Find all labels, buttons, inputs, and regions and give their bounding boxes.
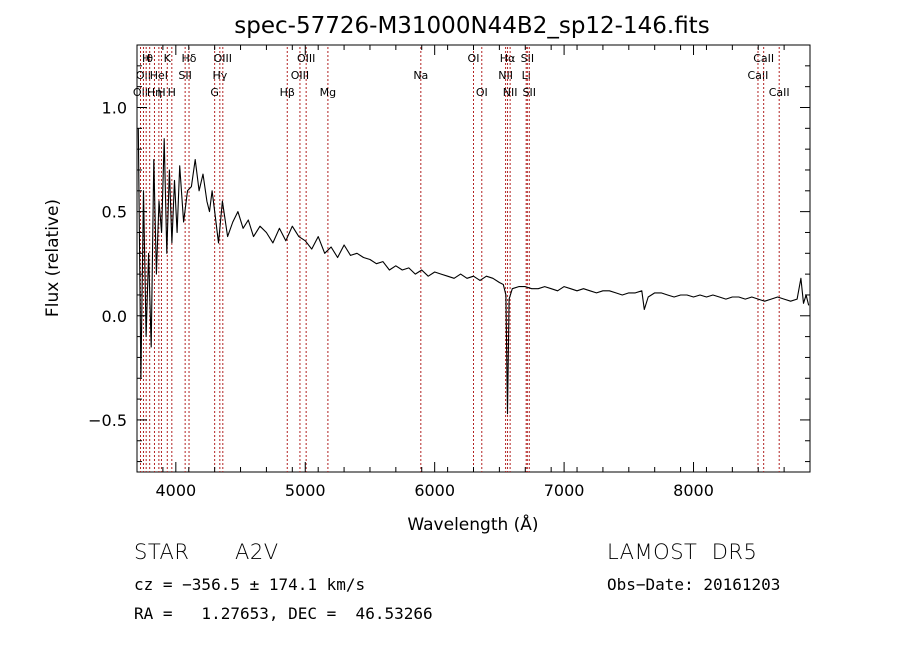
spectrum-line bbox=[137, 128, 810, 415]
line-marker-label: OI bbox=[468, 52, 480, 65]
line-marker-label: G bbox=[210, 86, 219, 99]
line-marker-label: Hδ bbox=[182, 52, 197, 65]
y-axis-label: Flux (relative) bbox=[43, 199, 63, 317]
line-marker-label: OIII bbox=[297, 52, 315, 65]
x-tick-label: 5000 bbox=[285, 481, 326, 500]
line-marker-label: H bbox=[157, 86, 165, 99]
line-marker-label: Hγ bbox=[212, 69, 227, 82]
line-marker-label: K bbox=[164, 52, 172, 65]
line-marker-label: CaII bbox=[748, 69, 769, 82]
line-marker-label: Hα bbox=[500, 52, 516, 65]
line-marker-label: Hβ bbox=[280, 86, 295, 99]
x-tick-label: 7000 bbox=[544, 481, 585, 500]
survey-name: LAMOST DR5 bbox=[607, 540, 758, 564]
line-marker-label: OII bbox=[133, 86, 148, 99]
line-marker-label: Mg bbox=[320, 86, 336, 99]
object-subclass: A2V bbox=[235, 540, 279, 564]
object-class: STAR bbox=[134, 540, 190, 564]
line-marker-label: Hη bbox=[147, 86, 162, 99]
line-marker-label: SII bbox=[523, 86, 536, 99]
redshift-velocity: cz = −356.5 ± 174.1 km/s bbox=[134, 575, 366, 594]
line-marker-label: CaII bbox=[753, 52, 774, 65]
x-tick-label: 6000 bbox=[414, 481, 455, 500]
line-marker-label: SII bbox=[521, 52, 534, 65]
x-tick-label: 8000 bbox=[673, 481, 714, 500]
emission-line-markers: OIIOIIHθHηHeIHKHSIIHδGHγOIIIHβOIIIOIIIMg… bbox=[133, 47, 790, 472]
line-marker-label: NII bbox=[498, 69, 513, 82]
axis-ticks: 4000 5000 6000 7000 8000 −0.5 0.0 0.5 1.0 bbox=[88, 44, 811, 500]
y-tick-label: 1.0 bbox=[102, 98, 127, 117]
spectrum-series bbox=[137, 128, 810, 415]
line-marker-label: SII bbox=[178, 69, 191, 82]
line-marker-label: Na bbox=[413, 69, 428, 82]
sky-coordinates: RA = 1.27653, DEC = 46.53266 bbox=[134, 604, 433, 623]
line-marker-label: H bbox=[168, 86, 176, 99]
y-tick-label: −0.5 bbox=[88, 411, 127, 430]
y-tick-label: 0.0 bbox=[102, 307, 127, 326]
line-marker-label: HeI bbox=[150, 69, 168, 82]
line-marker-label: θ bbox=[146, 52, 153, 65]
line-marker-label: OIII bbox=[291, 69, 309, 82]
line-marker-label: Li bbox=[522, 69, 531, 82]
line-marker-label: CaII bbox=[769, 86, 790, 99]
chart-title: spec-57726-M31000N44B2_sp12-146.fits bbox=[234, 13, 709, 39]
x-axis-label: Wavelength (Å) bbox=[407, 513, 538, 535]
observation-date: Obs−Date: 20161203 bbox=[607, 575, 781, 594]
line-marker-label: OIII bbox=[214, 52, 232, 65]
line-marker-label: OII bbox=[136, 69, 151, 82]
line-marker-label: NII bbox=[503, 86, 518, 99]
y-tick-label: 0.5 bbox=[102, 203, 127, 222]
line-marker-label: H bbox=[142, 52, 150, 65]
line-marker-label: OI bbox=[476, 86, 488, 99]
x-tick-label: 4000 bbox=[155, 481, 196, 500]
